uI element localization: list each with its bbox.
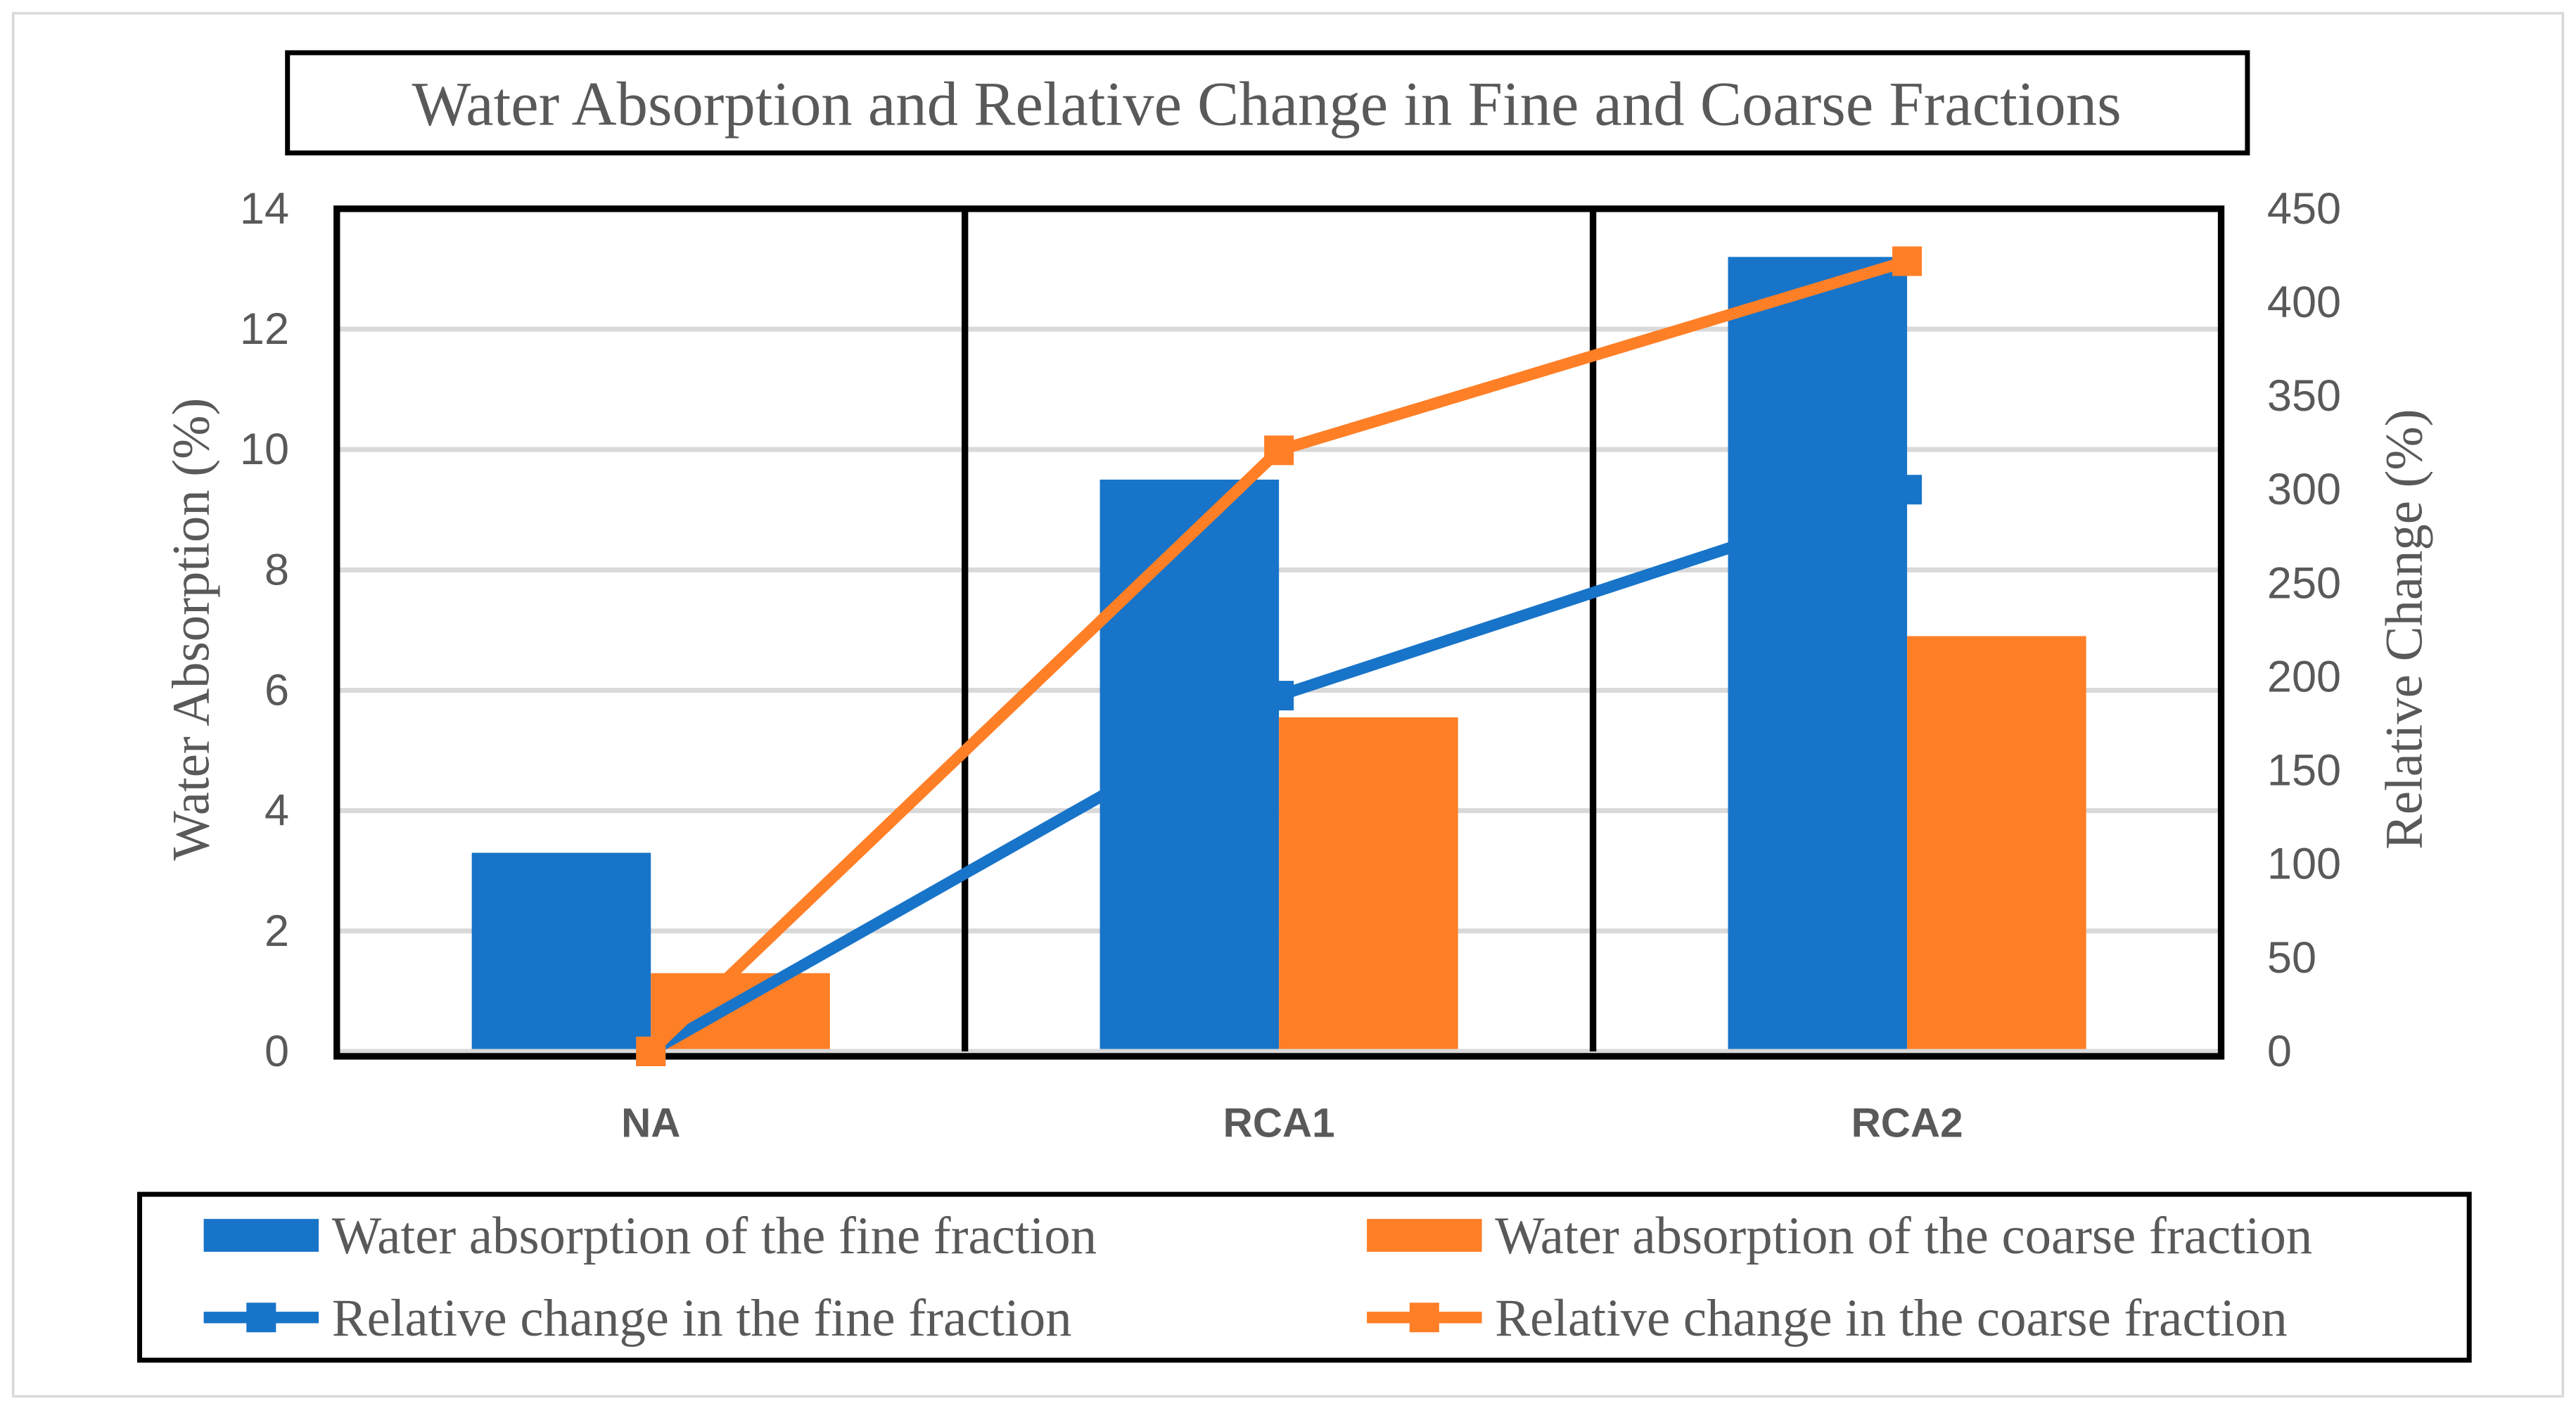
- legend-swatch-marker: [1409, 1303, 1439, 1333]
- chart-title: Water Absorption and Relative Change in …: [412, 70, 2122, 139]
- x-tick-label: RCA2: [1851, 1100, 1963, 1146]
- y2-tick-label: 0: [2267, 1027, 2292, 1076]
- y2-tick-label: 200: [2267, 652, 2341, 701]
- tick-labels: 0 2 4 6 8 10 12 14 0 50 100 150 200 250 300 350 400 450 NA…: [240, 184, 2341, 1146]
- legend-box: [137, 1191, 2472, 1363]
- y2-axis-title: Relative Change (%): [2375, 409, 2433, 850]
- legend-swatch-marker: [246, 1303, 276, 1333]
- title-box: [285, 50, 2250, 155]
- bars: [471, 257, 2086, 1051]
- lines: [636, 246, 1923, 1066]
- y-tick-label: 10: [240, 425, 289, 474]
- y2-tick-label: 350: [2267, 371, 2341, 421]
- y-tick-label: 0: [264, 1027, 289, 1076]
- legend-label: Water absorption of the coarse fraction: [1495, 1207, 2312, 1265]
- y2-tick-label: 100: [2267, 840, 2341, 889]
- bar-coarse-RCA2: [1907, 636, 2086, 1051]
- y-tick-label: 8: [264, 545, 289, 594]
- x-tick-label: NA: [621, 1100, 680, 1146]
- y2-tick-label: 150: [2267, 746, 2341, 795]
- bar-fine-NA: [471, 852, 651, 1051]
- x-tick-label: RCA1: [1223, 1100, 1335, 1146]
- marker-coarse-NA: [636, 1036, 666, 1066]
- legend-swatch-bar: [203, 1219, 319, 1252]
- y-tick-label: 14: [240, 184, 289, 233]
- marker-coarse-RCA1: [1264, 435, 1294, 466]
- y-axis-title: Water Absorption (%): [162, 398, 221, 861]
- y2-tick-label: 50: [2267, 933, 2316, 983]
- bar-coarse-RCA1: [1279, 717, 1458, 1051]
- y-tick-label: 12: [240, 305, 289, 354]
- bar-fine-RCA2: [1728, 257, 1908, 1051]
- y-tick-label: 6: [264, 666, 289, 715]
- legend-label: Water absorption of the fine fraction: [332, 1207, 1097, 1265]
- y2-tick-label: 400: [2267, 278, 2341, 327]
- marker-fine-RCA2: [1892, 475, 1923, 505]
- marker-fine-RCA1: [1264, 681, 1294, 711]
- y2-tick-label: 250: [2267, 558, 2341, 608]
- legend: Water absorption of the fine fraction Wat…: [203, 1207, 2312, 1348]
- legend-label: Relative change in the fine fraction: [332, 1289, 1072, 1348]
- bar-fine-RCA1: [1099, 479, 1280, 1051]
- y2-tick-label: 450: [2267, 184, 2341, 233]
- y-tick-label: 2: [264, 907, 289, 956]
- legend-label: Relative change in the coarse fraction: [1495, 1289, 2287, 1348]
- legend-swatch-bar: [1367, 1219, 1482, 1252]
- y-tick-label: 4: [264, 786, 289, 836]
- marker-coarse-RCA2: [1892, 246, 1923, 276]
- y2-tick-label: 300: [2267, 465, 2341, 514]
- plot-area-border: [333, 205, 2225, 1060]
